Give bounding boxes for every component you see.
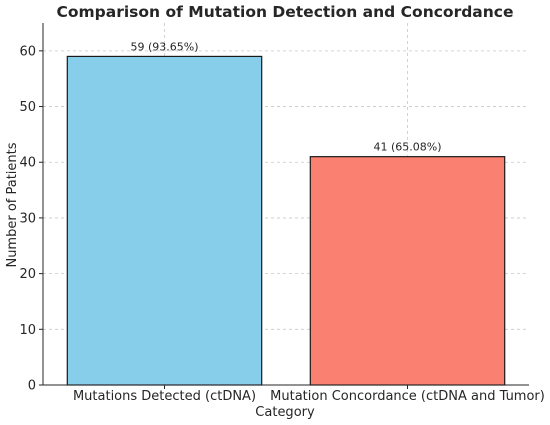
y-tick-label: 50: [19, 100, 36, 115]
y-tick-label: 60: [19, 44, 36, 59]
y-tick-label: 20: [19, 267, 36, 282]
bar: [66, 55, 263, 386]
x-tick-label: Mutations Detected (ctDNA): [73, 389, 256, 404]
y-tick-label: 10: [19, 323, 36, 338]
x-tick-label: Mutation Concordance (ctDNA and Tumor): [270, 389, 545, 404]
y-tick-label: 30: [19, 211, 36, 226]
bars-group: [66, 55, 506, 386]
y-axis-label: Number of Patients: [5, 142, 20, 267]
y-tick-label: 0: [28, 379, 36, 394]
axes-group: [39, 23, 529, 389]
bar-data-label: 59 (93.65%): [130, 40, 198, 53]
bar: [309, 156, 506, 386]
y-tick-label: 40: [19, 156, 36, 171]
chart-title: Comparison of Mutation Detection and Con…: [56, 3, 513, 21]
x-axis-label: Category: [255, 405, 315, 420]
bar-data-label: 41 (65.08%): [373, 141, 441, 154]
labels-group: 59 (93.65%) 41 (65.08%) 0 10 20 30 40 50 60 Mutat…: [19, 40, 544, 404]
